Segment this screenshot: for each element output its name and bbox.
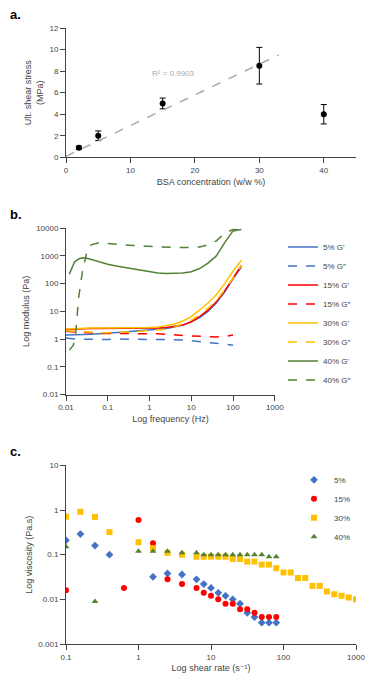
svg-text:Log frequency (Hz): Log frequency (Hz) xyxy=(132,414,209,424)
svg-text:Log viscosity (Pa.s): Log viscosity (Pa.s) xyxy=(24,516,34,594)
svg-text:40: 40 xyxy=(319,166,328,175)
svg-text:10: 10 xyxy=(49,45,58,54)
svg-text:0: 0 xyxy=(54,153,59,162)
svg-text:0.1: 0.1 xyxy=(47,550,59,559)
svg-text:Log shear rate (s⁻¹): Log shear rate (s⁻¹) xyxy=(172,663,251,673)
svg-text:R² = 0.9903: R² = 0.9903 xyxy=(152,69,195,78)
svg-text:40%: 40% xyxy=(334,533,350,542)
svg-text:10000: 10000 xyxy=(36,224,59,233)
svg-text:40% G″: 40% G″ xyxy=(323,376,350,385)
svg-text:30% G″: 30% G″ xyxy=(323,338,350,347)
svg-text:100: 100 xyxy=(277,653,291,662)
svg-text:5% G″: 5% G″ xyxy=(323,262,346,271)
svg-text:c.: c. xyxy=(10,444,21,459)
svg-text:BSA concentration (w/w %): BSA concentration (w/w %) xyxy=(157,177,266,187)
svg-text:10: 10 xyxy=(126,166,135,175)
svg-text:2: 2 xyxy=(54,132,59,141)
svg-text:0.01: 0.01 xyxy=(58,403,74,412)
svg-text:0.01: 0.01 xyxy=(43,595,59,604)
svg-text:1: 1 xyxy=(54,506,59,515)
svg-text:0.1: 0.1 xyxy=(60,653,72,662)
svg-text:12: 12 xyxy=(49,24,58,33)
svg-text:0: 0 xyxy=(64,166,69,175)
svg-text:20: 20 xyxy=(190,166,199,175)
svg-text:1000: 1000 xyxy=(266,403,284,412)
svg-text:6: 6 xyxy=(54,88,59,97)
svg-text:1000: 1000 xyxy=(347,653,365,662)
svg-text:40% G': 40% G' xyxy=(323,357,349,366)
svg-text:5%: 5% xyxy=(334,476,346,485)
svg-text:100: 100 xyxy=(45,279,59,288)
svg-text:0.001: 0.001 xyxy=(38,640,59,649)
svg-text:5% G': 5% G' xyxy=(323,243,345,252)
svg-text:1: 1 xyxy=(136,653,141,662)
svg-text:100: 100 xyxy=(226,403,240,412)
svg-text:10: 10 xyxy=(49,461,58,470)
svg-text:15% G″: 15% G″ xyxy=(323,300,350,309)
svg-text:30% G': 30% G' xyxy=(323,319,349,328)
svg-text:0.1: 0.1 xyxy=(47,363,59,372)
svg-text:1: 1 xyxy=(54,335,59,344)
svg-text:15%: 15% xyxy=(334,495,350,504)
svg-text:1000: 1000 xyxy=(41,252,59,261)
svg-text:0.01: 0.01 xyxy=(43,390,59,399)
svg-text:Ult. shear stress(MPa): Ult. shear stress(MPa) xyxy=(23,60,45,126)
svg-text:10: 10 xyxy=(207,653,216,662)
svg-text:0.1: 0.1 xyxy=(102,403,114,412)
svg-text:Log modulus (Pa): Log modulus (Pa) xyxy=(22,276,32,347)
svg-text:1: 1 xyxy=(147,403,152,412)
svg-text:10: 10 xyxy=(49,307,58,316)
svg-text:30: 30 xyxy=(255,166,264,175)
svg-text:8: 8 xyxy=(54,67,59,76)
svg-text:b.: b. xyxy=(10,207,22,222)
svg-text:a.: a. xyxy=(10,7,21,22)
svg-text:30%: 30% xyxy=(334,514,350,523)
svg-text:4: 4 xyxy=(54,110,59,119)
svg-text:10: 10 xyxy=(187,403,196,412)
svg-text:15% G': 15% G' xyxy=(323,281,349,290)
